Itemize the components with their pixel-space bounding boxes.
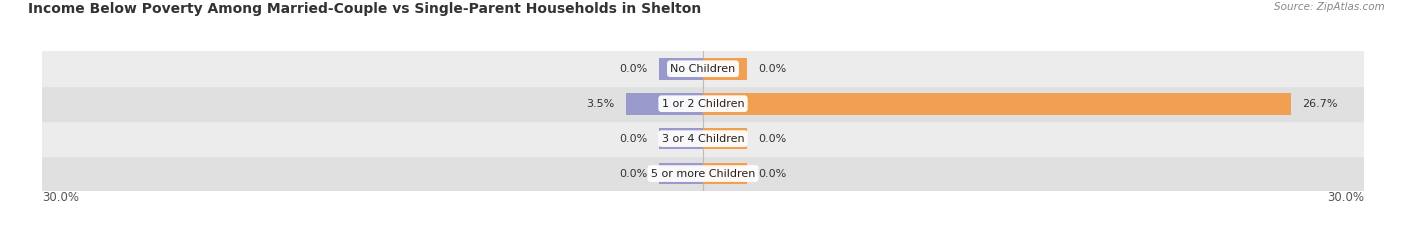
Text: 30.0%: 30.0%: [1327, 191, 1364, 204]
Text: 5 or more Children: 5 or more Children: [651, 169, 755, 178]
Bar: [626, 93, 703, 114]
Text: 1 or 2 Children: 1 or 2 Children: [662, 99, 744, 109]
Text: Income Below Poverty Among Married-Couple vs Single-Parent Households in Shelton: Income Below Poverty Among Married-Coupl…: [28, 2, 702, 16]
Text: 3.5%: 3.5%: [586, 99, 614, 109]
Text: No Children: No Children: [671, 64, 735, 74]
Text: 3 or 4 Children: 3 or 4 Children: [662, 134, 744, 144]
Bar: [42, 156, 1364, 191]
Text: 26.7%: 26.7%: [1302, 99, 1337, 109]
Text: 0.0%: 0.0%: [620, 134, 648, 144]
Text: 0.0%: 0.0%: [620, 64, 648, 74]
Bar: [42, 121, 1364, 156]
Text: 0.0%: 0.0%: [620, 169, 648, 178]
Bar: [659, 128, 703, 150]
Bar: [703, 58, 747, 80]
Text: 30.0%: 30.0%: [42, 191, 79, 204]
Bar: [703, 93, 1291, 114]
Bar: [703, 163, 747, 185]
Text: 0.0%: 0.0%: [758, 169, 786, 178]
Bar: [659, 163, 703, 185]
Text: Source: ZipAtlas.com: Source: ZipAtlas.com: [1274, 2, 1385, 12]
Text: 0.0%: 0.0%: [758, 134, 786, 144]
Bar: [42, 86, 1364, 121]
Text: 0.0%: 0.0%: [758, 64, 786, 74]
Bar: [703, 128, 747, 150]
Bar: [659, 58, 703, 80]
Bar: [42, 51, 1364, 86]
